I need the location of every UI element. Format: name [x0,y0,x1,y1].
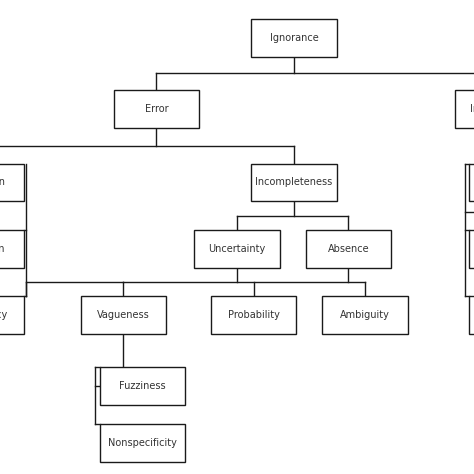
Text: Distortion: Distortion [0,177,5,188]
FancyBboxPatch shape [100,367,185,405]
FancyBboxPatch shape [100,424,185,462]
FancyBboxPatch shape [0,164,24,201]
Text: Absence: Absence [328,244,369,254]
FancyBboxPatch shape [469,164,474,201]
Text: Inaccuracy: Inaccuracy [0,310,8,320]
Text: Nonspecificity: Nonspecificity [108,438,177,448]
Text: Ambiguity: Ambiguity [340,310,390,320]
Text: Probability: Probability [228,310,280,320]
Text: Vagueness: Vagueness [97,310,150,320]
Text: Fuzziness: Fuzziness [119,381,165,392]
FancyBboxPatch shape [251,164,337,201]
FancyBboxPatch shape [455,90,474,128]
FancyBboxPatch shape [469,230,474,268]
Text: Error: Error [145,104,168,114]
FancyBboxPatch shape [306,230,391,268]
FancyBboxPatch shape [469,296,474,334]
Text: Irrelevance: Irrelevance [470,104,474,114]
Text: Uncertainty: Uncertainty [209,244,265,254]
FancyBboxPatch shape [322,296,408,334]
FancyBboxPatch shape [251,19,337,57]
FancyBboxPatch shape [81,296,166,334]
Text: Incompleteness: Incompleteness [255,177,332,188]
Text: Confusion: Confusion [0,244,5,254]
FancyBboxPatch shape [0,296,24,334]
FancyBboxPatch shape [114,90,199,128]
FancyBboxPatch shape [0,230,24,268]
FancyBboxPatch shape [211,296,296,334]
Text: Ignorance: Ignorance [270,33,318,43]
FancyBboxPatch shape [194,230,280,268]
